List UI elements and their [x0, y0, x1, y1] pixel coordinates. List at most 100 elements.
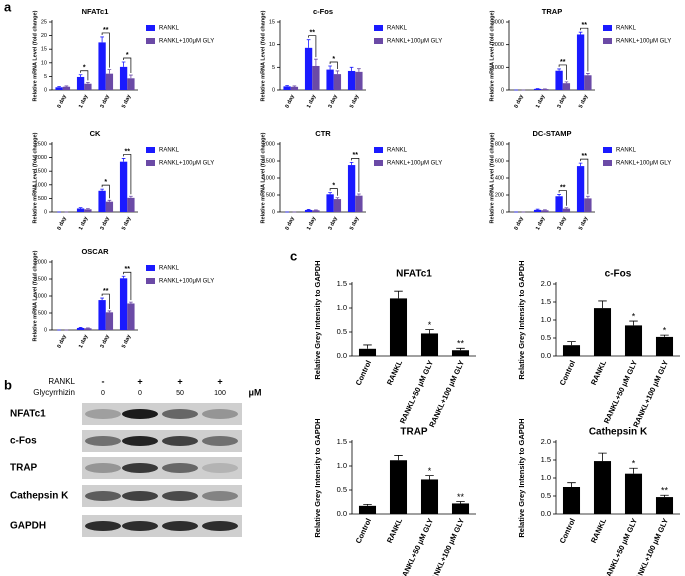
y-axis-label: Relative Grey Intensity to GAPDH: [517, 418, 526, 537]
significance-bracket: [580, 158, 589, 195]
significance-bracket: [123, 57, 132, 74]
error-bar: [557, 194, 561, 197]
x-tick-label: 5 day: [121, 93, 133, 109]
legend-label: RANKL+100μM GLY: [616, 39, 671, 45]
bar: [389, 460, 408, 514]
x-tick-label: Control: [354, 517, 373, 545]
error-bar: [314, 58, 318, 66]
error-bar: [349, 66, 354, 71]
bar: [127, 197, 135, 212]
x-tick-label: 5 day: [349, 215, 361, 231]
significance-bracket: [101, 293, 110, 309]
panel-label: a: [4, 0, 12, 14]
y-tick-label: 1500: [35, 169, 47, 175]
error-bar: [328, 65, 332, 70]
significance-bracket: [351, 158, 360, 192]
error-bar: [306, 209, 311, 210]
blot-band: [202, 463, 238, 473]
error-bar: [78, 74, 83, 77]
panel-label: b: [4, 377, 12, 392]
bar: [127, 303, 135, 330]
error-bar: [363, 344, 372, 349]
error-bar: [425, 475, 434, 480]
legend-label: RANKL+100μM GLY: [159, 161, 214, 167]
error-bar: [425, 329, 434, 334]
blot-band: [162, 491, 198, 501]
significance-label: *: [126, 52, 129, 59]
significance-bracket: [329, 188, 338, 196]
x-tick-label: 3 day: [99, 93, 111, 109]
error-bar: [357, 193, 361, 196]
error-bar: [564, 81, 569, 84]
y-tick-label: 200: [495, 192, 504, 198]
blot-band: [122, 491, 158, 501]
legend-label: RANKL: [387, 26, 408, 32]
y-tick-label: 600: [495, 158, 504, 164]
y-tick-label: 0.5: [541, 333, 551, 342]
blot-band: [85, 436, 121, 446]
x-tick-label: 1 day: [306, 93, 318, 109]
bar: [105, 312, 114, 330]
y-tick-label: 1500: [35, 276, 47, 282]
error-bar: [100, 297, 104, 301]
x-tick-label: 3 day: [99, 215, 111, 231]
x-tick-label: 3 day: [556, 215, 568, 231]
x-tick-label: 0 day: [56, 93, 68, 109]
y-tick-label: 10: [41, 60, 47, 66]
y-tick-label: 5: [44, 74, 47, 80]
significance-label: **: [125, 148, 131, 155]
bar: [533, 209, 542, 212]
x-tick-label: 0 day: [284, 215, 296, 231]
bar: [326, 69, 334, 90]
blot-header: Glycyrrhizin: [33, 388, 75, 397]
y-tick-label: 5: [272, 65, 275, 71]
y-tick-label: 1000: [35, 182, 47, 188]
blot-band: [122, 409, 158, 419]
y-axis-label: Relative Grey Intensity to GAPDH: [313, 418, 322, 537]
x-tick-label: 3 day: [556, 93, 568, 109]
bar: [420, 333, 439, 356]
x-tick-label: 0 day: [284, 93, 296, 109]
blot-band: [162, 409, 198, 419]
blot-lane-label: -: [102, 376, 105, 386]
x-tick-label: RANKL: [385, 517, 404, 545]
y-axis-label: Relative mRNA Level (fold change): [32, 250, 38, 341]
y-tick-label: 0: [44, 327, 47, 333]
y-tick-label: 1.0: [337, 303, 347, 312]
x-tick-label: RANKL: [385, 359, 404, 387]
chart-title: OSCAR: [81, 247, 109, 256]
bar: [655, 497, 674, 514]
y-tick-label: 25: [41, 19, 47, 25]
y-tick-label: 0.5: [541, 491, 551, 500]
y-tick-label: 1.5: [337, 437, 347, 446]
legend-swatch: [603, 147, 612, 153]
blot-band: [85, 521, 121, 531]
blot-band: [202, 521, 238, 531]
error-bar: [129, 195, 133, 198]
y-tick-label: 2000: [35, 259, 47, 265]
error-bar: [100, 188, 104, 191]
y-tick-label: 0: [501, 209, 504, 215]
bar: [119, 161, 128, 212]
chart-title: CK: [90, 129, 101, 138]
bar: [98, 300, 106, 330]
error-bar: [64, 85, 69, 87]
significance-label: **: [103, 27, 109, 34]
y-tick-label: 1500: [263, 158, 275, 164]
y-tick-label: 2500: [35, 141, 47, 147]
blot-lane-label: +: [217, 376, 222, 386]
significance-label: *: [632, 311, 636, 321]
blot-lane-label: +: [137, 376, 142, 386]
significance-label: **: [457, 492, 465, 502]
chart-title: NFATc1: [396, 269, 432, 280]
bar: [127, 78, 135, 90]
error-bar: [586, 73, 590, 76]
bar: [84, 83, 92, 90]
significance-label: **: [582, 153, 588, 160]
x-tick-label: 1 day: [535, 93, 547, 109]
legend-label: RANKL: [159, 148, 180, 154]
blot-lane-label: 0: [101, 390, 105, 397]
legend-swatch: [146, 38, 155, 44]
significance-bracket: [123, 271, 132, 301]
x-tick-label: Control: [354, 359, 373, 387]
